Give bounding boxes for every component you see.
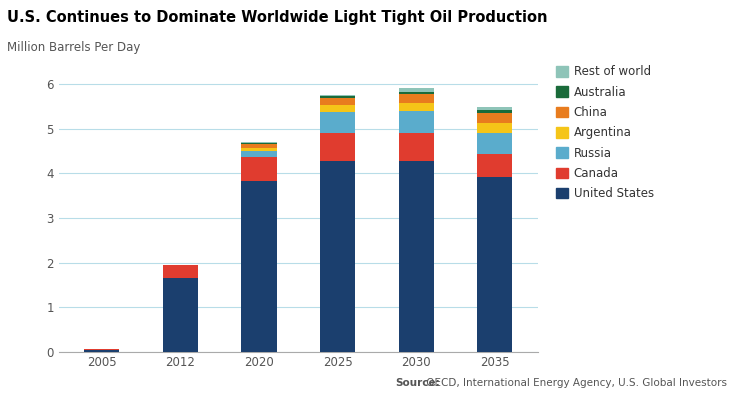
Bar <box>242 148 277 151</box>
Bar <box>84 349 119 350</box>
Bar <box>398 88 434 92</box>
Legend: Rest of world, Australia, China, Argentina, Russia, Canada, United States: Rest of world, Australia, China, Argenti… <box>553 63 656 203</box>
Bar <box>477 107 512 110</box>
Bar <box>398 161 434 352</box>
Bar <box>477 154 512 177</box>
Bar <box>163 278 198 352</box>
Bar <box>320 98 355 105</box>
Bar <box>242 144 277 148</box>
Bar <box>398 103 434 111</box>
Text: U.S. Continues to Dominate Worldwide Light Tight Oil Production: U.S. Continues to Dominate Worldwide Lig… <box>7 10 548 25</box>
Text: OECD, International Energy Agency, U.S. Global Investors: OECD, International Energy Agency, U.S. … <box>423 378 727 388</box>
Bar <box>477 133 512 154</box>
Bar <box>477 177 512 352</box>
Bar <box>320 112 355 134</box>
Bar <box>320 105 355 112</box>
Bar <box>398 134 434 161</box>
Bar <box>320 134 355 161</box>
Bar <box>242 157 277 181</box>
Bar <box>398 94 434 103</box>
Bar <box>398 111 434 134</box>
Bar <box>320 161 355 352</box>
Text: Million Barrels Per Day: Million Barrels Per Day <box>7 41 141 55</box>
Bar <box>320 95 355 96</box>
Bar <box>242 142 277 143</box>
Bar <box>242 151 277 157</box>
Bar <box>84 350 119 352</box>
Bar <box>320 96 355 98</box>
Bar <box>242 143 277 144</box>
Bar <box>477 123 512 133</box>
Text: Source:: Source: <box>395 378 440 388</box>
Bar <box>477 110 512 113</box>
Bar <box>398 92 434 94</box>
Bar <box>477 113 512 123</box>
Bar <box>242 181 277 352</box>
Bar <box>163 265 198 278</box>
